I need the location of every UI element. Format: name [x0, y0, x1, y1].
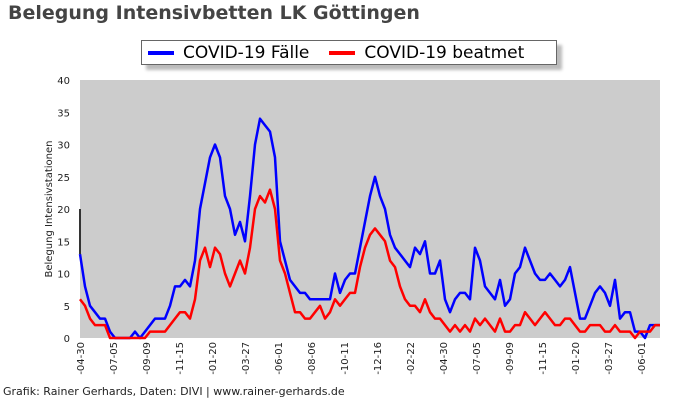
y-tick-label: 25 [57, 173, 70, 184]
x-tick-label: -06-01 [274, 342, 285, 375]
y-tick-label: 30 [57, 141, 70, 152]
x-tick-label: -12-16 [373, 342, 384, 375]
legend-item-faelle: COVID-19 Fälle [148, 43, 309, 63]
series-line-faelle [78, 117, 660, 340]
x-tick-label: -07-05 [109, 342, 120, 375]
y-tick-label: 15 [57, 237, 70, 248]
legend-swatch-blue [148, 50, 174, 55]
x-tick-label: -09-09 [505, 342, 516, 375]
x-tick-label: -11-15 [175, 342, 186, 375]
x-tick-label: -09-09 [142, 342, 153, 375]
x-tick-label: -01-20 [208, 342, 219, 375]
legend-item-beatmet: COVID-19 beatmet [329, 43, 524, 63]
legend-label: COVID-19 beatmet [364, 42, 525, 63]
x-tick-label: -02-22 [406, 342, 417, 375]
x-tick-label: -03-27 [604, 342, 615, 375]
x-tick-label: -11-15 [538, 342, 549, 375]
x-tick-label: -04-30 [439, 342, 450, 375]
y-tick-label: 20 [57, 205, 70, 216]
x-tick-label: -07-05 [472, 342, 483, 375]
chart-title: Belegung Intensivbetten LK Göttingen [8, 2, 420, 24]
y-tick-label: 5 [64, 302, 70, 313]
x-tick-label: -03-27 [241, 342, 252, 375]
credit-text: Grafik: Rainer Gerhards, Daten: DIVI | w… [3, 385, 345, 398]
legend-swatch-red [329, 50, 356, 55]
series-line-beatmet [79, 188, 660, 340]
y-axis-label: Belegung Intensivstationen [44, 140, 55, 277]
legend: COVID-19 Fälle COVID-19 beatmet [141, 40, 557, 65]
x-tick-label: -01-20 [571, 342, 582, 375]
x-tick-label: -10-11 [340, 342, 351, 375]
y-tick-label: 10 [57, 270, 70, 281]
x-tick-label: -06-01 [637, 342, 648, 375]
y-tick-label: 40 [57, 76, 70, 87]
y-tick-label: 35 [57, 108, 70, 119]
y-tick-label: 0 [64, 334, 70, 345]
plot-area [80, 80, 660, 338]
x-tick-label: -04-30 [76, 342, 87, 375]
x-tick-label: -08-06 [307, 342, 318, 375]
legend-label: COVID-19 Fälle [183, 42, 310, 63]
